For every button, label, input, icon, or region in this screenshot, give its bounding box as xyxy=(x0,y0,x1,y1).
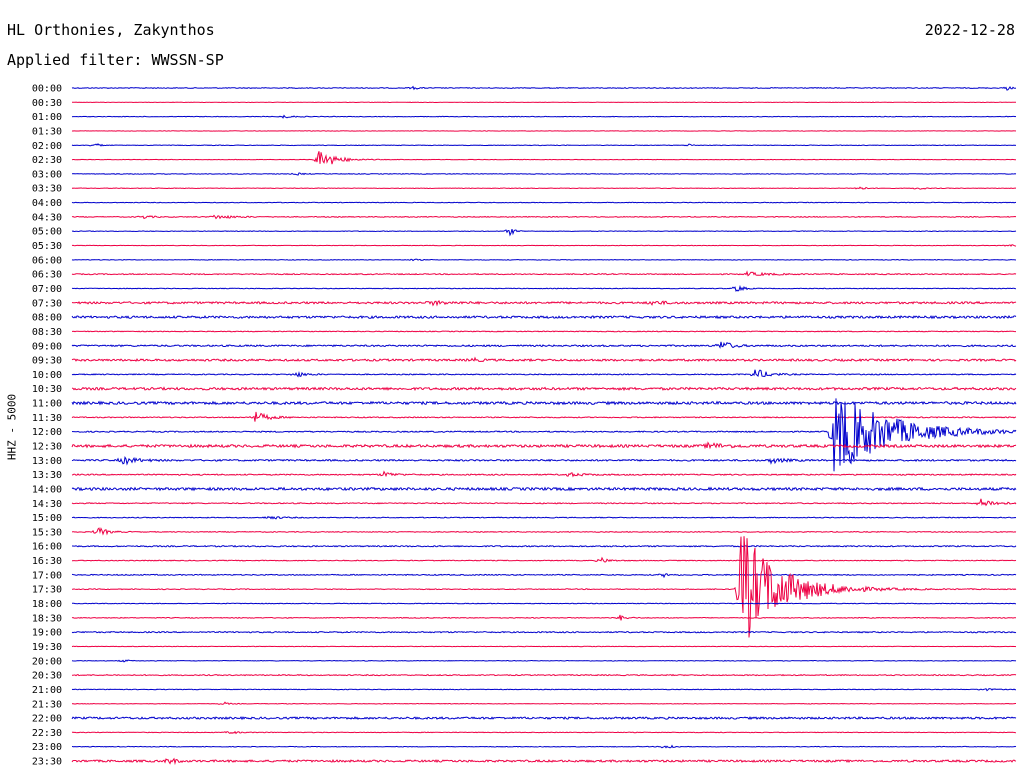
row-time-label: 21:30 xyxy=(32,699,62,710)
row-time-label: 06:30 xyxy=(32,270,62,281)
filter-label: Applied filter: WWSSN-SP xyxy=(7,51,224,69)
row-time-label: 18:00 xyxy=(32,599,62,610)
row-time-label: 19:30 xyxy=(32,642,62,653)
row-time-label: 09:00 xyxy=(32,341,62,352)
trace-row-1530 xyxy=(71,527,1017,536)
row-time-label: 11:30 xyxy=(32,413,62,424)
trace-row-1700 xyxy=(71,573,1017,579)
row-time-label: 20:00 xyxy=(32,656,62,667)
trace-row-1400 xyxy=(71,486,1017,492)
trace-row-0330 xyxy=(71,186,1017,190)
trace-row-2030 xyxy=(72,673,1017,677)
trace-row-2200 xyxy=(71,716,1017,721)
trace-row-0500 xyxy=(71,228,1017,237)
trace-row-1100 xyxy=(71,400,1017,406)
row-time-label: 01:00 xyxy=(32,112,62,123)
row-time-label: 15:30 xyxy=(32,527,62,538)
trace-row-2100 xyxy=(71,688,1016,692)
record-date: 2022-12-28 xyxy=(924,21,1015,39)
trace-row-1600 xyxy=(72,544,1017,548)
row-time-label: 01:30 xyxy=(32,126,62,137)
row-time-label: 02:00 xyxy=(32,141,62,152)
trace-row-1800 xyxy=(72,602,1017,605)
trace-row-0900 xyxy=(71,341,1017,349)
row-time-label: 04:30 xyxy=(32,212,62,223)
trace-row-0100 xyxy=(71,114,1017,119)
row-time-label: 00:00 xyxy=(32,84,62,95)
row-time-label: 03:00 xyxy=(32,169,62,180)
trace-row-2230 xyxy=(71,730,1017,735)
trace-row-0700 xyxy=(71,284,1017,292)
row-time-label: 23:00 xyxy=(32,742,62,753)
trace-row-0400 xyxy=(71,201,1017,204)
row-time-label: 23:30 xyxy=(32,757,62,768)
trace-row-0200 xyxy=(71,143,1017,147)
trace-row-2330 xyxy=(71,757,1017,766)
row-time-label: 19:00 xyxy=(32,628,62,639)
row-time-label: 06:00 xyxy=(32,255,62,266)
trace-row-1730 xyxy=(71,536,1017,638)
row-time-label: 08:30 xyxy=(32,327,62,338)
row-time-label: 13:30 xyxy=(32,470,62,481)
trace-row-0530 xyxy=(71,244,1017,247)
row-time-label: 05:30 xyxy=(32,241,62,252)
row-time-label: 10:00 xyxy=(32,370,62,381)
row-time-label: 11:00 xyxy=(32,399,62,410)
row-time-label: 12:30 xyxy=(32,442,62,453)
row-time-label: 04:00 xyxy=(32,198,62,209)
trace-row-0630 xyxy=(71,270,1017,277)
row-time-label: 20:30 xyxy=(32,671,62,682)
row-time-label: 16:00 xyxy=(32,542,62,553)
row-time-label: 18:30 xyxy=(32,613,62,624)
trace-row-1200 xyxy=(71,398,1017,472)
trace-row-0930 xyxy=(71,356,1017,363)
row-time-label: 17:30 xyxy=(32,585,62,596)
trace-row-1130 xyxy=(71,411,1017,422)
trace-row-0430 xyxy=(71,214,1017,220)
trace-row-1630 xyxy=(72,556,1017,563)
row-time-label: 13:00 xyxy=(32,456,62,467)
row-time-label: 08:00 xyxy=(32,313,62,324)
row-time-label: 15:00 xyxy=(32,513,62,524)
row-time-label: 05:00 xyxy=(32,227,62,238)
trace-row-2300 xyxy=(71,744,1017,749)
row-time-label: 14:30 xyxy=(32,499,62,510)
row-time-label: 12:00 xyxy=(32,427,62,438)
trace-row-2000 xyxy=(71,659,1017,663)
row-time-label: 22:30 xyxy=(32,728,62,739)
row-time-label: 00:30 xyxy=(32,98,62,109)
trace-row-1330 xyxy=(71,470,1017,478)
trace-row-0230 xyxy=(71,151,1017,165)
row-time-label: 07:00 xyxy=(32,284,62,295)
trace-row-0000 xyxy=(71,85,1017,91)
row-time-label: 02:30 xyxy=(32,155,62,166)
station-title: HL Orthonies, Zakynthos xyxy=(7,21,215,39)
trace-row-1900 xyxy=(71,630,1017,634)
trace-row-2130 xyxy=(71,701,1016,705)
row-time-label: 07:30 xyxy=(32,298,62,309)
trace-row-0830 xyxy=(72,330,1016,333)
trace-row-1030 xyxy=(71,386,1017,392)
trace-row-1000 xyxy=(71,369,1017,378)
row-time-label: 22:00 xyxy=(32,714,62,725)
trace-row-1230 xyxy=(71,441,1017,450)
row-time-label: 16:30 xyxy=(32,556,62,567)
trace-row-0800 xyxy=(71,315,1017,320)
row-time-label: 10:30 xyxy=(32,384,62,395)
trace-row-1500 xyxy=(71,515,1017,520)
row-time-label: 21:00 xyxy=(32,685,62,696)
trace-row-1830 xyxy=(71,614,1017,621)
trace-row-1300 xyxy=(71,456,1017,466)
trace-row-0730 xyxy=(71,300,1017,307)
row-time-label: 14:00 xyxy=(32,484,62,495)
row-time-label: 09:30 xyxy=(32,356,62,367)
trace-row-0600 xyxy=(71,258,1017,262)
row-time-label: 03:30 xyxy=(32,184,62,195)
row-time-label: 17:00 xyxy=(32,570,62,581)
trace-row-1430 xyxy=(71,498,1017,507)
trace-row-0300 xyxy=(71,172,1017,176)
